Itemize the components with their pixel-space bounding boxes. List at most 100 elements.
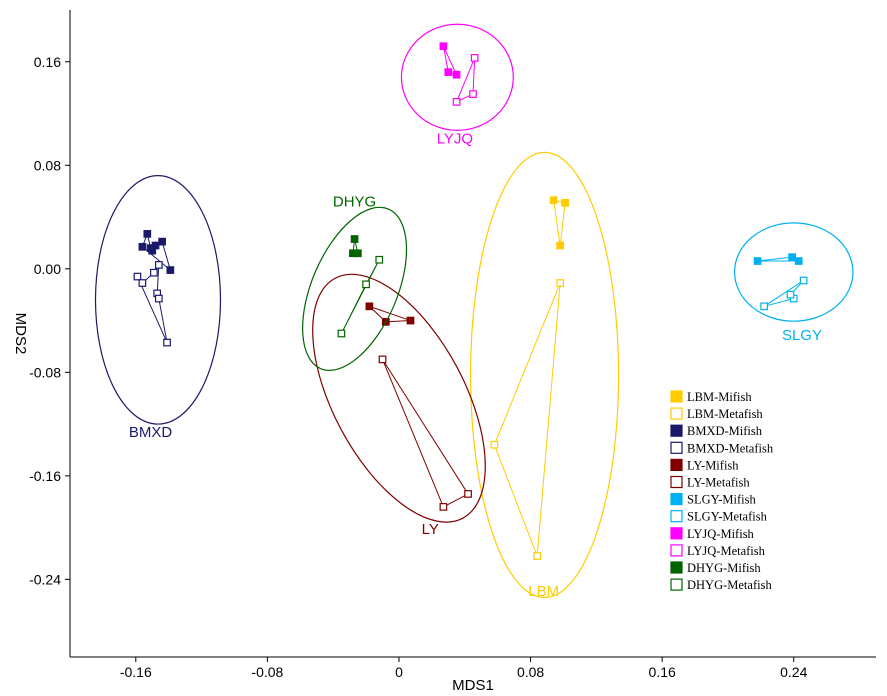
point-ly-metafish: [439, 503, 448, 511]
legend-item: LBM-Metafish: [670, 407, 763, 421]
legend-label: LYJQ-Metafish: [687, 544, 766, 558]
x-tick-label: 0: [395, 664, 403, 680]
hull-bmxd-metafish: [136, 263, 168, 343]
point-bmxd-mifish: [158, 237, 166, 246]
point-slgy-metafish: [786, 290, 795, 299]
x-tick-label: 0.08: [517, 664, 544, 680]
y-tick-label: -0.16: [29, 468, 61, 484]
legend-swatch: [670, 561, 683, 574]
group-slgy: SLGY: [733, 222, 854, 344]
legend-item: LY-Metafish: [670, 475, 750, 490]
group-lbm: LBM: [469, 151, 620, 600]
point-bmxd-metafish: [138, 279, 147, 287]
point-slgy-metafish: [799, 276, 808, 285]
x-tick-label: 0.24: [780, 664, 807, 680]
hull-slgy-metafish: [763, 280, 804, 307]
legend-swatch: [670, 578, 683, 591]
y-tick-label: 0.08: [34, 157, 61, 173]
groups-layer: LBM BMXD LY SLGY LYJQ DHYG: [94, 23, 854, 600]
point-dhyg-metafish: [375, 255, 384, 264]
point-lyjq-metafish: [470, 54, 479, 62]
point-slgy-mifish: [753, 257, 762, 265]
point-bmxd-mifish: [138, 242, 147, 251]
y-axis: -0.24 -0.16 -0.08 0.00 0.08 0.16: [29, 54, 70, 587]
legend-swatch: [670, 493, 683, 506]
point-lbm-mifish: [556, 241, 565, 250]
legend-label: BMXD-Metafish: [687, 441, 774, 455]
group-label-dhyg: DHYG: [333, 194, 376, 211]
point-bmxd-metafish: [150, 268, 158, 277]
legend-swatch: [670, 407, 683, 420]
hull-lbm-mifish: [553, 199, 566, 246]
point-lyjq-mifish: [444, 68, 453, 76]
y-tick-label: -0.08: [29, 364, 61, 380]
point-dhyg-metafish: [362, 280, 370, 289]
ellipse-ly: [312, 273, 486, 523]
point-slgy-mifish: [794, 257, 803, 265]
group-label-slgy: SLGY: [782, 327, 822, 344]
x-axis-title: MDS1: [452, 677, 494, 694]
legend-swatch: [670, 458, 683, 471]
point-lbm-metafish: [556, 279, 565, 287]
legend-swatch: [670, 544, 683, 557]
legend-item: SLGY-Metafish: [670, 510, 768, 524]
legend: LBM-Mifish LBM-Metafish BMXD-Mifish BMXD-Me…: [670, 390, 774, 592]
ellipse-lyjq: [400, 23, 514, 131]
legend-label: SLGY-Metafish: [687, 510, 768, 524]
x-tick-label: 0.16: [649, 664, 676, 680]
legend-swatch: [670, 475, 683, 489]
legend-swatch: [670, 510, 683, 523]
point-lyjq-mifish: [452, 70, 461, 79]
legend-item: LY-Mifish: [670, 458, 739, 472]
point-ly-metafish: [378, 355, 387, 364]
point-ly-mifish: [365, 302, 374, 311]
point-lyjq-mifish: [439, 42, 448, 51]
hull-lyjq-metafish: [455, 57, 476, 103]
legend-label: LY-Metafish: [687, 476, 750, 490]
legend-item: BMXD-Metafish: [670, 441, 774, 455]
group-bmxd: BMXD: [94, 175, 222, 441]
legend-label: LBM-Metafish: [687, 407, 763, 421]
legend-label: LYJQ-Mifish: [687, 527, 755, 541]
point-ly-metafish: [464, 490, 472, 498]
point-slgy-metafish: [760, 302, 768, 311]
legend-item: LYJQ-Mifish: [670, 527, 755, 541]
legend-label: BMXD-Mifish: [687, 424, 763, 438]
point-lbm-mifish: [549, 196, 558, 205]
legend-swatch: [670, 441, 683, 454]
y-axis-title: MDS2: [12, 313, 29, 355]
legend-swatch: [670, 424, 683, 437]
hull-ly-metafish: [382, 359, 469, 508]
group-label-bmxd: BMXD: [129, 424, 173, 441]
y-tick-label: 0.16: [34, 54, 61, 70]
point-lyjq-metafish: [469, 90, 477, 98]
point-lbm-metafish: [490, 440, 499, 449]
legend-swatch: [670, 390, 683, 403]
legend-item: SLGY-Mifish: [670, 493, 757, 507]
legend-item: LBM-Mifish: [670, 390, 752, 404]
point-dhyg-mifish: [350, 235, 359, 243]
hull-dhyg-metafish: [340, 259, 380, 334]
group-label-ly: LY: [422, 521, 439, 538]
point-bmxd-metafish: [154, 294, 163, 303]
point-bmxd-metafish: [133, 272, 142, 281]
legend-label: DHYG-Metafish: [687, 578, 772, 592]
x-tick-label: -0.08: [251, 664, 283, 680]
x-axis: -0.16 -0.08 0 0.08 0.16 0.24: [120, 657, 808, 680]
legend-label: SLGY-Mifish: [687, 493, 757, 507]
hull-lyjq-mifish: [442, 46, 458, 76]
point-bmxd-mifish: [143, 230, 152, 238]
ellipse-bmxd: [94, 175, 222, 425]
ellipse-dhyg: [302, 206, 408, 371]
group-lyjq: LYJQ: [400, 23, 514, 147]
group-label-lyjq: LYJQ: [437, 130, 473, 147]
point-ly-mifish: [406, 316, 415, 325]
point-bmxd-metafish: [154, 261, 163, 269]
group-label-lbm: LBM: [528, 583, 559, 600]
point-bmxd-metafish: [163, 338, 171, 347]
point-dhyg-mifish: [354, 249, 362, 258]
legend-item: LYJQ-Metafish: [670, 544, 766, 558]
y-tick-label: 0.00: [34, 261, 61, 277]
plot-frame: [69, 10, 876, 658]
